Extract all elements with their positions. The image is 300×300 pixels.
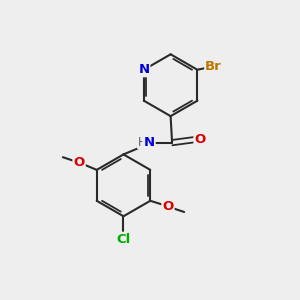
- Text: O: O: [194, 133, 206, 146]
- Text: N: N: [138, 63, 149, 76]
- Text: H: H: [138, 136, 146, 148]
- Text: N: N: [144, 136, 155, 148]
- Text: O: O: [74, 156, 85, 169]
- Text: Br: Br: [205, 60, 222, 73]
- Text: O: O: [162, 200, 174, 213]
- Text: Cl: Cl: [116, 233, 130, 246]
